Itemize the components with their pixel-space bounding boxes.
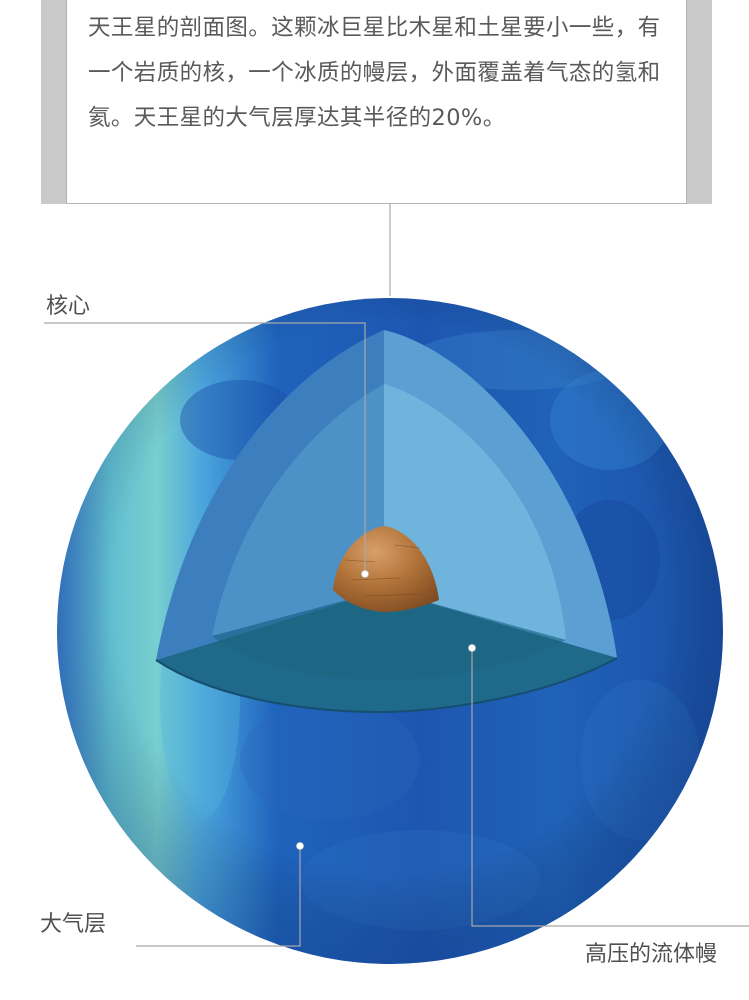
atmosphere-leader-line [136,846,301,947]
core-leader-line [44,322,366,574]
caption-box [66,0,687,204]
mantle-dot [468,644,476,652]
atmosphere-label: 大气层 [40,912,107,937]
mantle-label: 高压的流体幔 [585,942,718,967]
core [333,526,439,612]
core-dot [361,570,369,578]
mantle-leader-line [471,648,749,927]
atmosphere-dot [296,842,304,850]
caption-text: 天王星的剖面图。这颗冰巨星比木星和土星要小一些，有一个岩质的核，一个冰质的幔层，… [88,15,661,131]
core-label: 核心 [46,294,91,319]
leader-lines [44,204,749,947]
leader-dots [296,570,476,850]
